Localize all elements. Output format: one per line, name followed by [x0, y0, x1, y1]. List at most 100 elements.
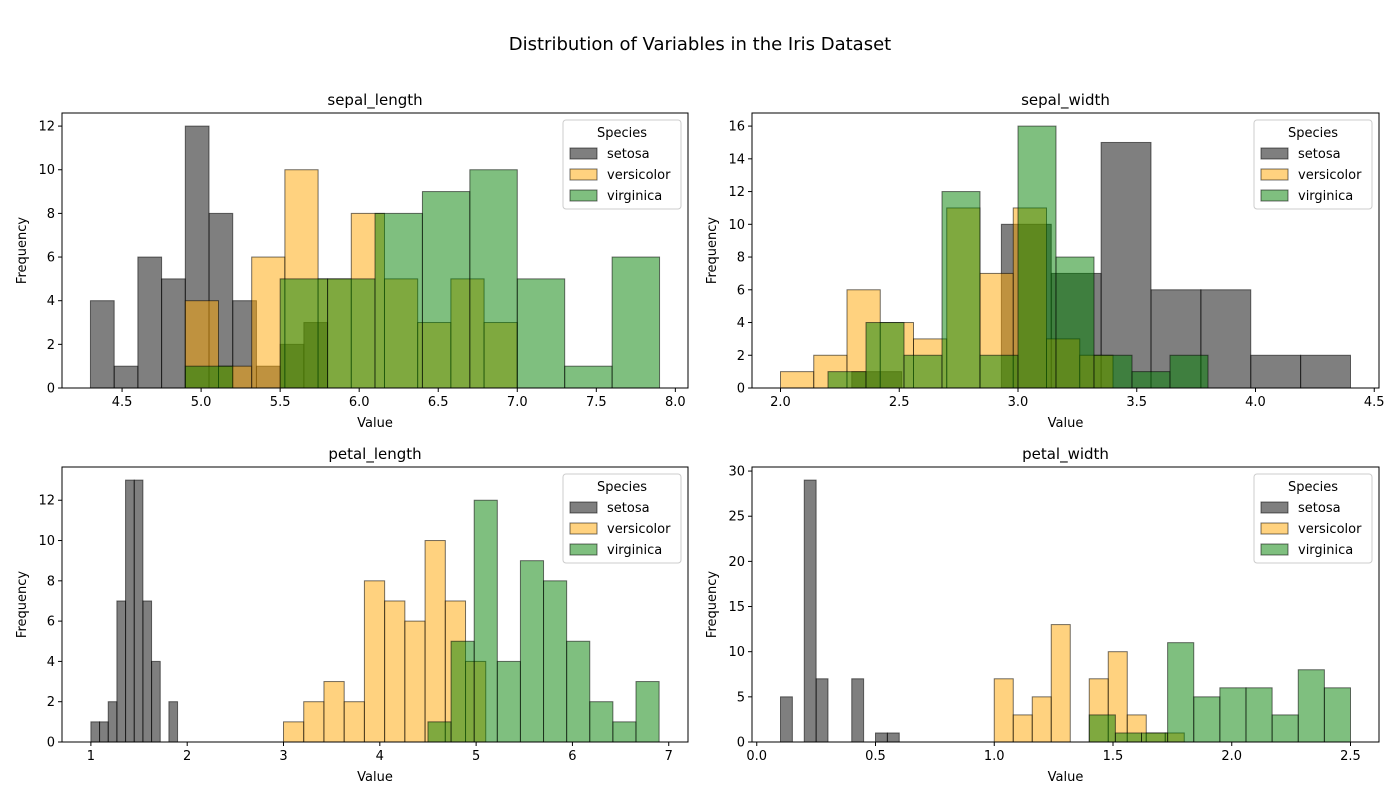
legend-swatch-setosa	[1260, 147, 1289, 160]
y-tick-label: 30	[728, 465, 745, 480]
y-tick-label: 4	[47, 294, 55, 309]
x-axis-label: Value	[1048, 416, 1084, 431]
bar-versicolor	[424, 540, 446, 743]
legend-box	[1253, 473, 1373, 564]
bar-virginica	[450, 640, 475, 743]
y-tick-label: 12	[38, 494, 55, 509]
x-tick-label: 3	[279, 749, 287, 764]
legend-swatch-setosa	[569, 147, 598, 160]
y-tick-label: 2	[47, 695, 55, 710]
legend-swatch-setosa	[1260, 501, 1289, 514]
x-tick-label: 6.5	[428, 395, 449, 410]
subplot-sepal_length: 4.5 5.0 5.5 6.0 6.5 7.0 7.5 8.0 0 2 4 6 8 10 12 sepal_l…	[15, 91, 689, 431]
y-tick-label: 0	[47, 382, 55, 397]
x-axis-label: Value	[1048, 770, 1084, 785]
y-tick-label: 0	[737, 382, 745, 397]
subplot-title: petal_length	[328, 445, 421, 464]
bar-versicolor	[780, 371, 815, 389]
legend-swatch-versicolor	[1260, 168, 1289, 181]
legend-swatch-virginica	[569, 543, 598, 556]
legend-label-setosa: setosa	[607, 501, 650, 516]
bar-setosa	[780, 696, 793, 743]
bar-setosa	[133, 479, 144, 743]
y-tick-label: 15	[728, 600, 745, 615]
x-tick-label: 5.5	[270, 395, 291, 410]
bar-setosa	[815, 678, 829, 743]
bar-virginica	[941, 191, 981, 389]
bar-setosa	[851, 678, 865, 743]
legend-label-virginica: virginica	[1298, 543, 1353, 558]
legend-label-versicolor: versicolor	[607, 522, 671, 537]
legend-label-setosa: setosa	[1298, 147, 1341, 162]
x-tick-label: 3.0	[1008, 395, 1029, 410]
legend-title: Species	[597, 480, 647, 495]
bar-virginica	[979, 354, 1019, 389]
y-tick-label: 10	[728, 218, 745, 233]
bar-setosa	[1200, 289, 1252, 389]
legend: Species setosa versicolor virginica	[562, 473, 682, 564]
bar-versicolor	[1050, 624, 1071, 743]
y-tick-label: 6	[47, 251, 55, 266]
bar-virginica	[1093, 354, 1133, 389]
x-tick-label: 2.5	[889, 395, 910, 410]
legend-label-virginica: virginica	[1298, 189, 1353, 204]
bar-virginica	[903, 354, 943, 389]
x-tick-label: 1	[87, 749, 95, 764]
bar-virginica	[1141, 732, 1169, 743]
axes-frame	[751, 112, 1380, 389]
bar-virginica	[865, 322, 905, 389]
bar-virginica	[1297, 669, 1325, 743]
legend-title: Species	[597, 126, 647, 141]
legend-box	[562, 119, 682, 210]
y-tick-label: 2	[47, 338, 55, 353]
x-axis-label: Value	[357, 416, 393, 431]
x-tick-label: 6.0	[349, 395, 370, 410]
subplot-sepal_width: 2.0 2.5 3.0 3.5 4.0 4.5 0 2 4 6 8 10 12 14 16 sepal_wid…	[705, 91, 1385, 431]
bar-setosa	[116, 600, 127, 743]
bar-setosa	[1100, 141, 1152, 389]
bar-virginica	[1114, 732, 1142, 743]
legend-label-setosa: setosa	[607, 147, 650, 162]
bar-virginica	[473, 499, 498, 743]
bar-versicolor	[343, 701, 365, 743]
legend-label-setosa: setosa	[1298, 501, 1341, 516]
x-tick-label: 2.5	[1340, 749, 1361, 764]
bar-versicolor	[1012, 714, 1033, 743]
bar-virginica	[1017, 125, 1057, 389]
y-axis-label: Frequency	[705, 571, 720, 638]
subplot-title: sepal_length	[327, 91, 422, 110]
bar-virginica	[612, 721, 637, 743]
bar-virginica	[469, 169, 518, 389]
y-tick-label: 10	[38, 163, 55, 178]
bar-virginica	[421, 191, 471, 389]
legend-box	[1253, 119, 1373, 210]
bar-setosa	[137, 256, 163, 389]
legend-swatch-versicolor	[569, 168, 598, 181]
legend-title: Species	[1288, 126, 1338, 141]
y-axis-label: Frequency	[15, 217, 30, 284]
x-axis-label: Value	[357, 770, 393, 785]
bar-virginica	[611, 256, 661, 389]
bar-setosa	[107, 701, 118, 743]
y-tick-label: 4	[47, 655, 55, 670]
bar-virginica	[516, 278, 566, 389]
legend: Species setosa versicolor virginica	[1253, 119, 1373, 210]
bar-versicolor	[283, 721, 305, 743]
bar-setosa	[1250, 354, 1302, 389]
subplot-petal_length: 1 2 3 4 5 6 7024681012petal_lengthValueFrequen…	[15, 445, 689, 785]
y-tick-label: 0	[737, 736, 745, 751]
y-tick-label: 10	[728, 645, 745, 660]
legend-box	[562, 473, 682, 564]
legend-swatch-versicolor	[569, 522, 598, 535]
bar-versicolor	[303, 701, 325, 743]
bar-setosa	[1300, 354, 1351, 389]
legend: Species setosa versicolor virginica	[1253, 473, 1373, 564]
x-tick-label: 2.0	[770, 395, 791, 410]
bar-virginica	[635, 681, 660, 743]
subplot-title: sepal_width	[1021, 91, 1110, 110]
bar-virginica	[1169, 354, 1209, 389]
bar-setosa	[99, 721, 109, 743]
bar-virginica	[564, 365, 613, 389]
bar-versicolor	[323, 681, 345, 743]
